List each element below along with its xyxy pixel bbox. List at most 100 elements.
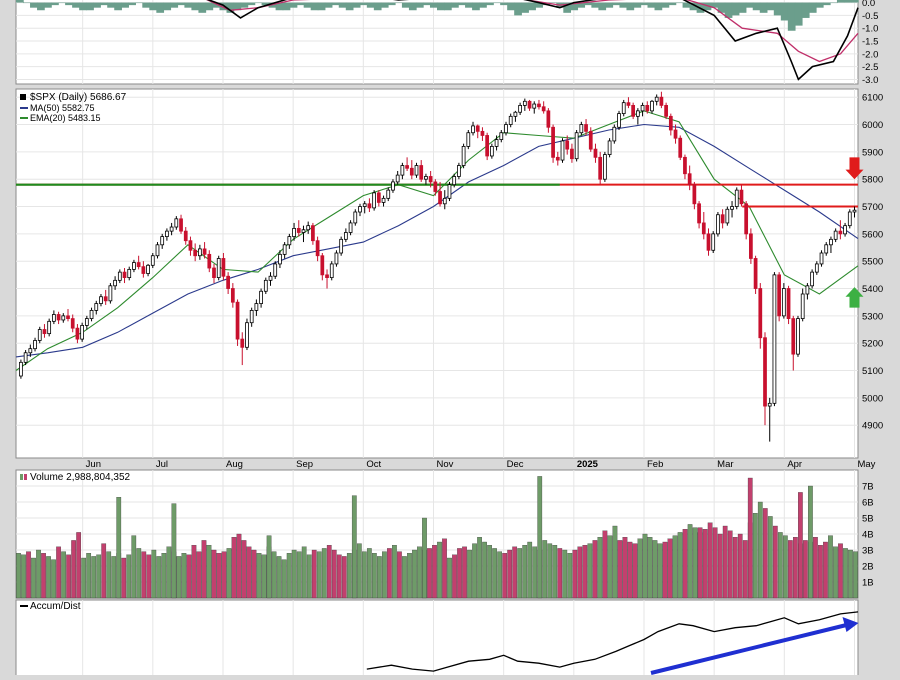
y-tick-label: 3B bbox=[862, 546, 874, 557]
y-tick-label: -2.0 bbox=[862, 49, 878, 60]
macd-histogram-bar bbox=[261, 2, 270, 6]
candle-body bbox=[504, 124, 508, 134]
volume-spike-bar bbox=[171, 503, 177, 599]
volume-bar bbox=[552, 545, 558, 599]
volume-bar bbox=[291, 549, 297, 599]
candle-body bbox=[367, 203, 372, 209]
macd-histogram-bar bbox=[787, 2, 796, 31]
candle-body bbox=[781, 288, 786, 317]
volume-bar bbox=[622, 537, 628, 599]
candle-body bbox=[810, 271, 814, 287]
candle-body bbox=[325, 274, 329, 279]
volume-bar bbox=[557, 548, 563, 599]
macd-histogram-bar bbox=[380, 2, 389, 8]
candle-body bbox=[537, 103, 541, 108]
volume-bar bbox=[51, 559, 56, 599]
candle-body bbox=[169, 226, 174, 232]
candle-body bbox=[391, 181, 395, 191]
macd-histogram-bar bbox=[219, 2, 228, 11]
volume-bar bbox=[602, 530, 608, 599]
volume-bar bbox=[502, 553, 508, 599]
candle-body bbox=[113, 279, 117, 287]
candle-body bbox=[339, 238, 344, 254]
volume-bar bbox=[637, 538, 643, 599]
macd-histogram-bar bbox=[240, 2, 249, 8]
volume-bar bbox=[387, 548, 392, 599]
volume-bar bbox=[96, 554, 102, 599]
volume-bar bbox=[36, 549, 41, 599]
macd-histogram-bar bbox=[345, 2, 354, 11]
macd-histogram-bar bbox=[815, 2, 824, 8]
candle-body bbox=[555, 156, 560, 161]
candle-body bbox=[734, 189, 739, 207]
volume-bar bbox=[377, 556, 382, 599]
candle-body bbox=[852, 209, 857, 213]
volume-bar bbox=[336, 554, 342, 599]
y-tick-label: 5900 bbox=[862, 147, 883, 158]
volume-bar bbox=[833, 546, 838, 599]
candle-body bbox=[127, 268, 132, 278]
y-tick-label: 7B bbox=[862, 482, 874, 493]
macd-histogram-bar bbox=[766, 2, 775, 11]
candle-body bbox=[452, 176, 457, 186]
volume-bar bbox=[186, 554, 192, 599]
macd-histogram-bar bbox=[458, 2, 466, 6]
macd-histogram-bar bbox=[352, 2, 361, 8]
volume-bar bbox=[722, 525, 728, 599]
candle-body bbox=[428, 176, 433, 183]
volume-bar bbox=[452, 554, 457, 599]
candle-body bbox=[640, 105, 645, 112]
y-tick-label: 5500 bbox=[862, 257, 883, 268]
candle-body bbox=[645, 105, 650, 112]
candle-body bbox=[395, 174, 400, 183]
macd-histogram-bar bbox=[584, 2, 593, 6]
volume-bar bbox=[392, 545, 397, 599]
volume-bar bbox=[592, 540, 598, 599]
macd-histogram-bar bbox=[233, 2, 242, 11]
macd-histogram-bar bbox=[184, 2, 193, 8]
volume-bar bbox=[71, 540, 76, 599]
volume-bar bbox=[642, 533, 648, 599]
macd-histogram-bar bbox=[93, 2, 101, 8]
macd-histogram-bar bbox=[387, 2, 396, 6]
y-tick-label: 6B bbox=[862, 498, 874, 509]
volume-spike-bar bbox=[266, 535, 272, 599]
macd-histogram-bar bbox=[808, 2, 817, 13]
candle-body bbox=[480, 130, 485, 136]
candle-body bbox=[108, 285, 113, 302]
macd-histogram-bar bbox=[422, 2, 431, 6]
macd-histogram-bar bbox=[226, 2, 235, 13]
candle-body bbox=[584, 124, 588, 132]
macd-histogram-bar bbox=[415, 2, 424, 8]
candle-body bbox=[447, 184, 452, 199]
volume-bar bbox=[767, 516, 773, 599]
volume-bar bbox=[547, 543, 553, 599]
macd-histogram-bar bbox=[549, 2, 557, 4]
volume-bar bbox=[246, 546, 252, 599]
volume-bar bbox=[477, 537, 482, 599]
macd-histogram-bar bbox=[822, 2, 831, 6]
candle-body bbox=[424, 176, 428, 180]
y-tick-label: -3.0 bbox=[862, 75, 878, 86]
volume-bar bbox=[111, 556, 117, 599]
candle-body bbox=[235, 301, 240, 340]
candle-body bbox=[122, 271, 127, 278]
volume-bar bbox=[702, 529, 708, 599]
macd-histogram-bar bbox=[366, 2, 375, 8]
accdist-label: Accum/Dist bbox=[30, 601, 81, 612]
macd-histogram-bar bbox=[135, 2, 144, 4]
volume-bar bbox=[542, 540, 548, 599]
volume-bar bbox=[717, 533, 723, 599]
y-tick-label: 0.0 bbox=[862, 0, 875, 9]
ema20-line bbox=[15, 110, 859, 371]
volume-bar bbox=[196, 551, 202, 599]
candle-body bbox=[414, 165, 419, 176]
macd-histogram-bar bbox=[338, 2, 347, 8]
volume-bar bbox=[161, 553, 167, 599]
volume-bar bbox=[346, 553, 352, 599]
volume-spike-bar bbox=[697, 527, 703, 599]
macd-histogram-bar bbox=[23, 2, 31, 4]
macd-histogram-bar bbox=[16, 0, 24, 3]
volume-bar bbox=[737, 533, 743, 599]
candle-body bbox=[678, 137, 683, 158]
